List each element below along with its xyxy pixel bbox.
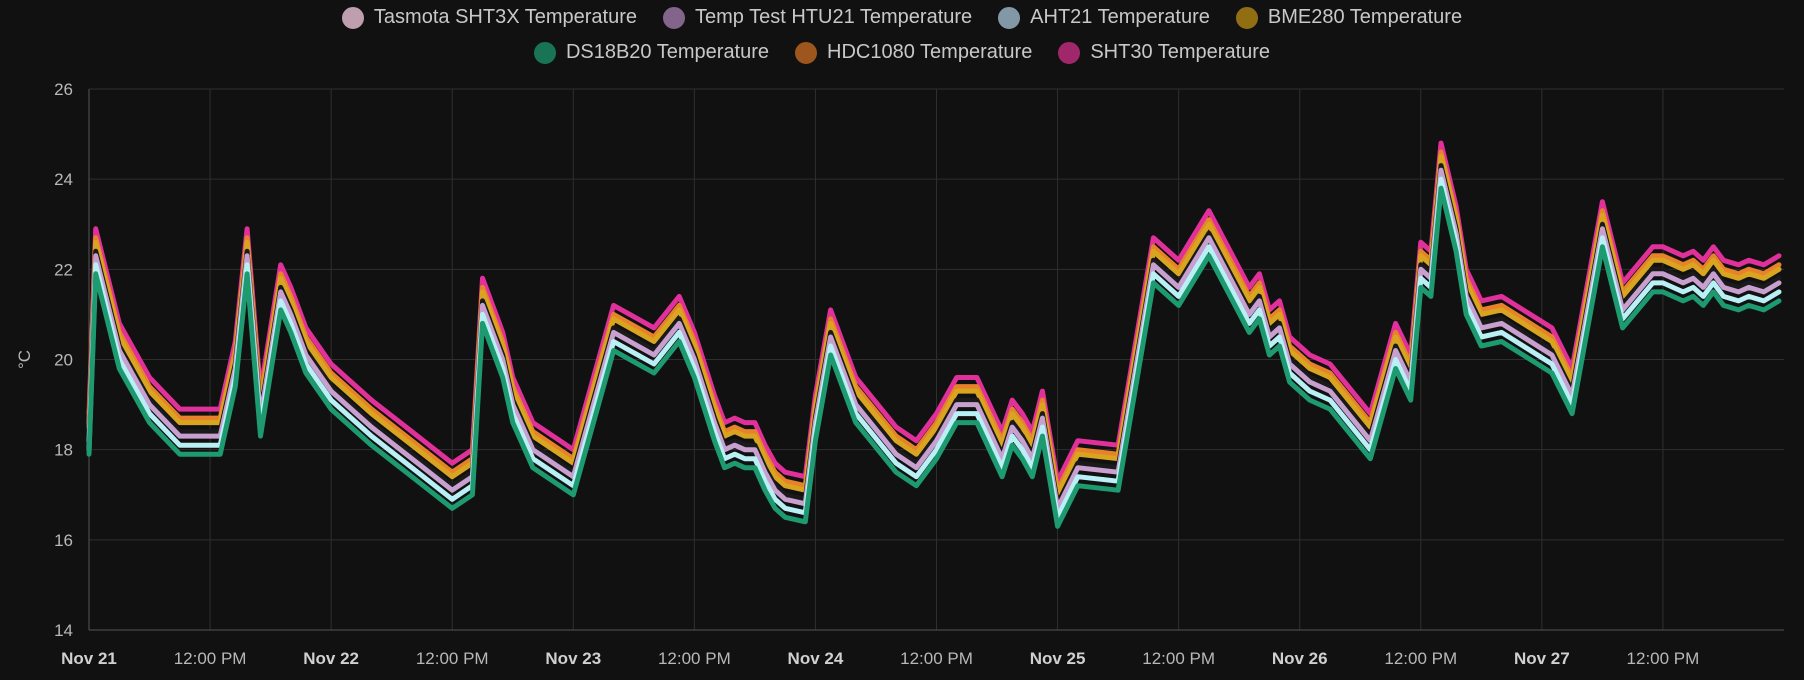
- x-tick-label: 12:00 PM: [416, 649, 489, 668]
- legend-swatch: [663, 6, 685, 29]
- x-tick-label: 12:00 PM: [1142, 649, 1215, 668]
- legend-item[interactable]: HDC1080 Temperature: [795, 41, 1032, 64]
- x-tick-label: Nov 24: [788, 649, 844, 668]
- y-tick-label: 14: [54, 621, 73, 640]
- legend-item[interactable]: BME280 Temperature: [1235, 6, 1463, 29]
- x-tick-label: 12:00 PM: [174, 649, 247, 668]
- legend-swatch: [1058, 41, 1081, 64]
- legend-label: HDC1080 Temperature: [827, 41, 1033, 63]
- x-tick-label: Nov 26: [1272, 649, 1328, 668]
- legend-swatch: [795, 41, 818, 64]
- series-line: [86, 176, 1782, 520]
- legend-swatch: [998, 6, 1021, 29]
- x-tick-label: Nov 21: [61, 649, 117, 668]
- series-group: [86, 140, 1782, 529]
- legend-label: Temp Test HTU21 Temperature: [695, 6, 973, 28]
- legend-swatch: [533, 41, 556, 64]
- legend-label: AHT21 Temperature: [1030, 6, 1210, 28]
- x-tick-label: Nov 27: [1514, 649, 1570, 668]
- legend-label: DS18B20 Temperature: [565, 41, 770, 63]
- y-tick-label: 22: [54, 260, 73, 279]
- y-tick-label: 16: [54, 531, 73, 550]
- y-tick-label: 20: [54, 351, 73, 370]
- legend-label: Tasmota SHT3X Temperature: [373, 6, 637, 28]
- legend-item[interactable]: Temp Test HTU21 Temperature: [663, 6, 972, 29]
- series-line: [86, 185, 1782, 529]
- legend-swatch: [1235, 6, 1258, 29]
- x-tick-label: Nov 25: [1030, 649, 1086, 668]
- legend-row-2: DS18B20 Temperature HDC1080 Temperature SH…: [0, 41, 1804, 64]
- x-tick-label: Nov 22: [303, 649, 359, 668]
- series-line: [86, 154, 1782, 498]
- legend-label: SHT30 Temperature: [1090, 41, 1271, 63]
- x-tick-label: Nov 23: [545, 649, 601, 668]
- legend-item[interactable]: SHT30 Temperature: [1058, 41, 1270, 64]
- series-line: [86, 167, 1782, 511]
- y-tick-label: 18: [54, 441, 73, 460]
- legend-item[interactable]: DS18B20 Temperature: [533, 41, 770, 64]
- x-tick-label: 12:00 PM: [1627, 649, 1700, 668]
- legend-row-1: Tasmota SHT3X Temperature Temp Test HTU21…: [0, 6, 1804, 29]
- x-tick-label: 12:00 PM: [658, 649, 731, 668]
- x-tick-label: 12:00 PM: [900, 649, 973, 668]
- legend-label: BME280 Temperature: [1267, 6, 1463, 28]
- series-line: [86, 140, 1782, 484]
- x-tick-label: 12:00 PM: [1384, 649, 1457, 668]
- legend-item[interactable]: Tasmota SHT3X Temperature: [341, 6, 637, 29]
- legend-item[interactable]: AHT21 Temperature: [998, 6, 1210, 29]
- y-tick-label: 24: [54, 170, 73, 189]
- y-tick-label: 26: [54, 80, 73, 99]
- y-axis-label: °C: [15, 350, 34, 369]
- legend-swatch: [341, 6, 364, 29]
